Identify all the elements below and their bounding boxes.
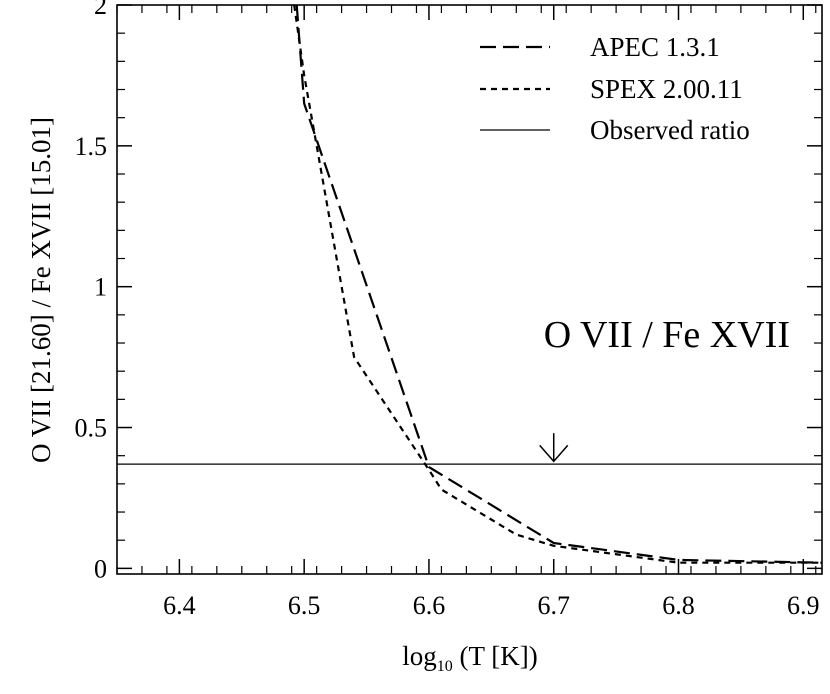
series-line-spex (293, 4, 822, 564)
x-axis-label-main: log (402, 641, 437, 671)
arrow-head (539, 444, 569, 463)
x-tick-label: 6.7 (537, 591, 570, 620)
legend-label-spex: SPEX 2.00.11 (590, 74, 743, 104)
y-tick-label: 2 (94, 0, 107, 20)
x-tick-label: 6.8 (662, 591, 695, 620)
x-axis-label-rest: (T [K]) (453, 641, 538, 671)
arrow-marker (539, 433, 569, 463)
plot-frame (116, 4, 823, 575)
tick-label-layer: 6.4 6.5 6.6 6.7 6.8 6.9 0 0.5 1 1.5 2 (75, 0, 820, 620)
x-tick-label: 6.6 (413, 591, 446, 620)
series-layer (117, 4, 823, 564)
y-tick-label: 0 (94, 554, 107, 583)
x-tick-label: 6.5 (288, 591, 321, 620)
x-tick-label: 6.4 (163, 591, 196, 620)
series-line-apec (295, 4, 823, 564)
legend-label-observed: Observed ratio (590, 115, 750, 145)
x-tick-label: 6.9 (787, 591, 820, 620)
x-axis-label: log10 (T [K]) (402, 641, 537, 675)
legend: APEC 1.3.1 SPEX 2.00.11 Observed ratio (480, 32, 750, 145)
y-tick-label: 0.5 (75, 414, 108, 443)
y-axis-label: O VII [21.60] / Fe XVII [15.01] (26, 117, 56, 463)
y-tick-label: 1 (94, 273, 107, 302)
legend-label-apec: APEC 1.3.1 (590, 32, 720, 62)
y-tick-label: 1.5 (75, 132, 108, 161)
x-axis-label-subscript: 10 (437, 658, 453, 675)
chart-annotation: O VII / Fe XVII (544, 314, 790, 356)
